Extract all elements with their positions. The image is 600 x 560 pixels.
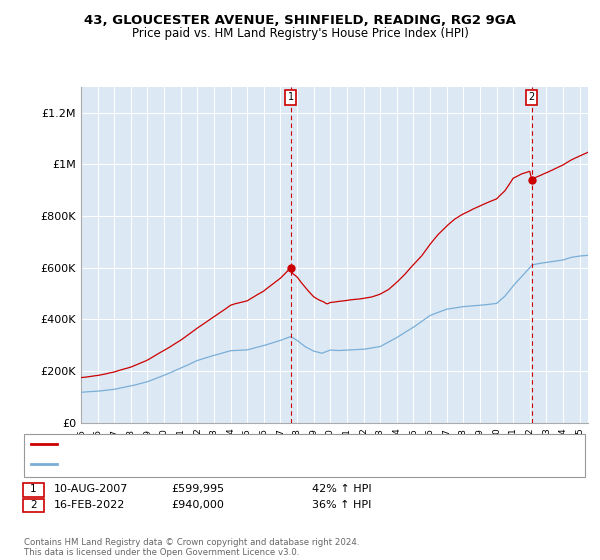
Text: £599,995: £599,995 bbox=[171, 484, 224, 494]
Text: 1: 1 bbox=[287, 92, 294, 102]
Text: 1: 1 bbox=[30, 484, 37, 494]
Text: 2: 2 bbox=[529, 92, 535, 102]
Text: 2: 2 bbox=[30, 500, 37, 510]
Text: 43, GLOUCESTER AVENUE, SHINFIELD, READING, RG2 9GA: 43, GLOUCESTER AVENUE, SHINFIELD, READIN… bbox=[84, 14, 516, 27]
Text: £940,000: £940,000 bbox=[171, 500, 224, 510]
Text: HPI: Average price, detached house, Wokingham: HPI: Average price, detached house, Woki… bbox=[61, 459, 304, 469]
Text: 16-FEB-2022: 16-FEB-2022 bbox=[54, 500, 125, 510]
Text: 10-AUG-2007: 10-AUG-2007 bbox=[54, 484, 128, 494]
Text: Price paid vs. HM Land Registry's House Price Index (HPI): Price paid vs. HM Land Registry's House … bbox=[131, 27, 469, 40]
Text: 36% ↑ HPI: 36% ↑ HPI bbox=[312, 500, 371, 510]
Text: Contains HM Land Registry data © Crown copyright and database right 2024.
This d: Contains HM Land Registry data © Crown c… bbox=[24, 538, 359, 557]
Text: 42% ↑ HPI: 42% ↑ HPI bbox=[312, 484, 371, 494]
Text: 43, GLOUCESTER AVENUE, SHINFIELD, READING, RG2 9GA (detached house): 43, GLOUCESTER AVENUE, SHINFIELD, READIN… bbox=[61, 439, 443, 449]
